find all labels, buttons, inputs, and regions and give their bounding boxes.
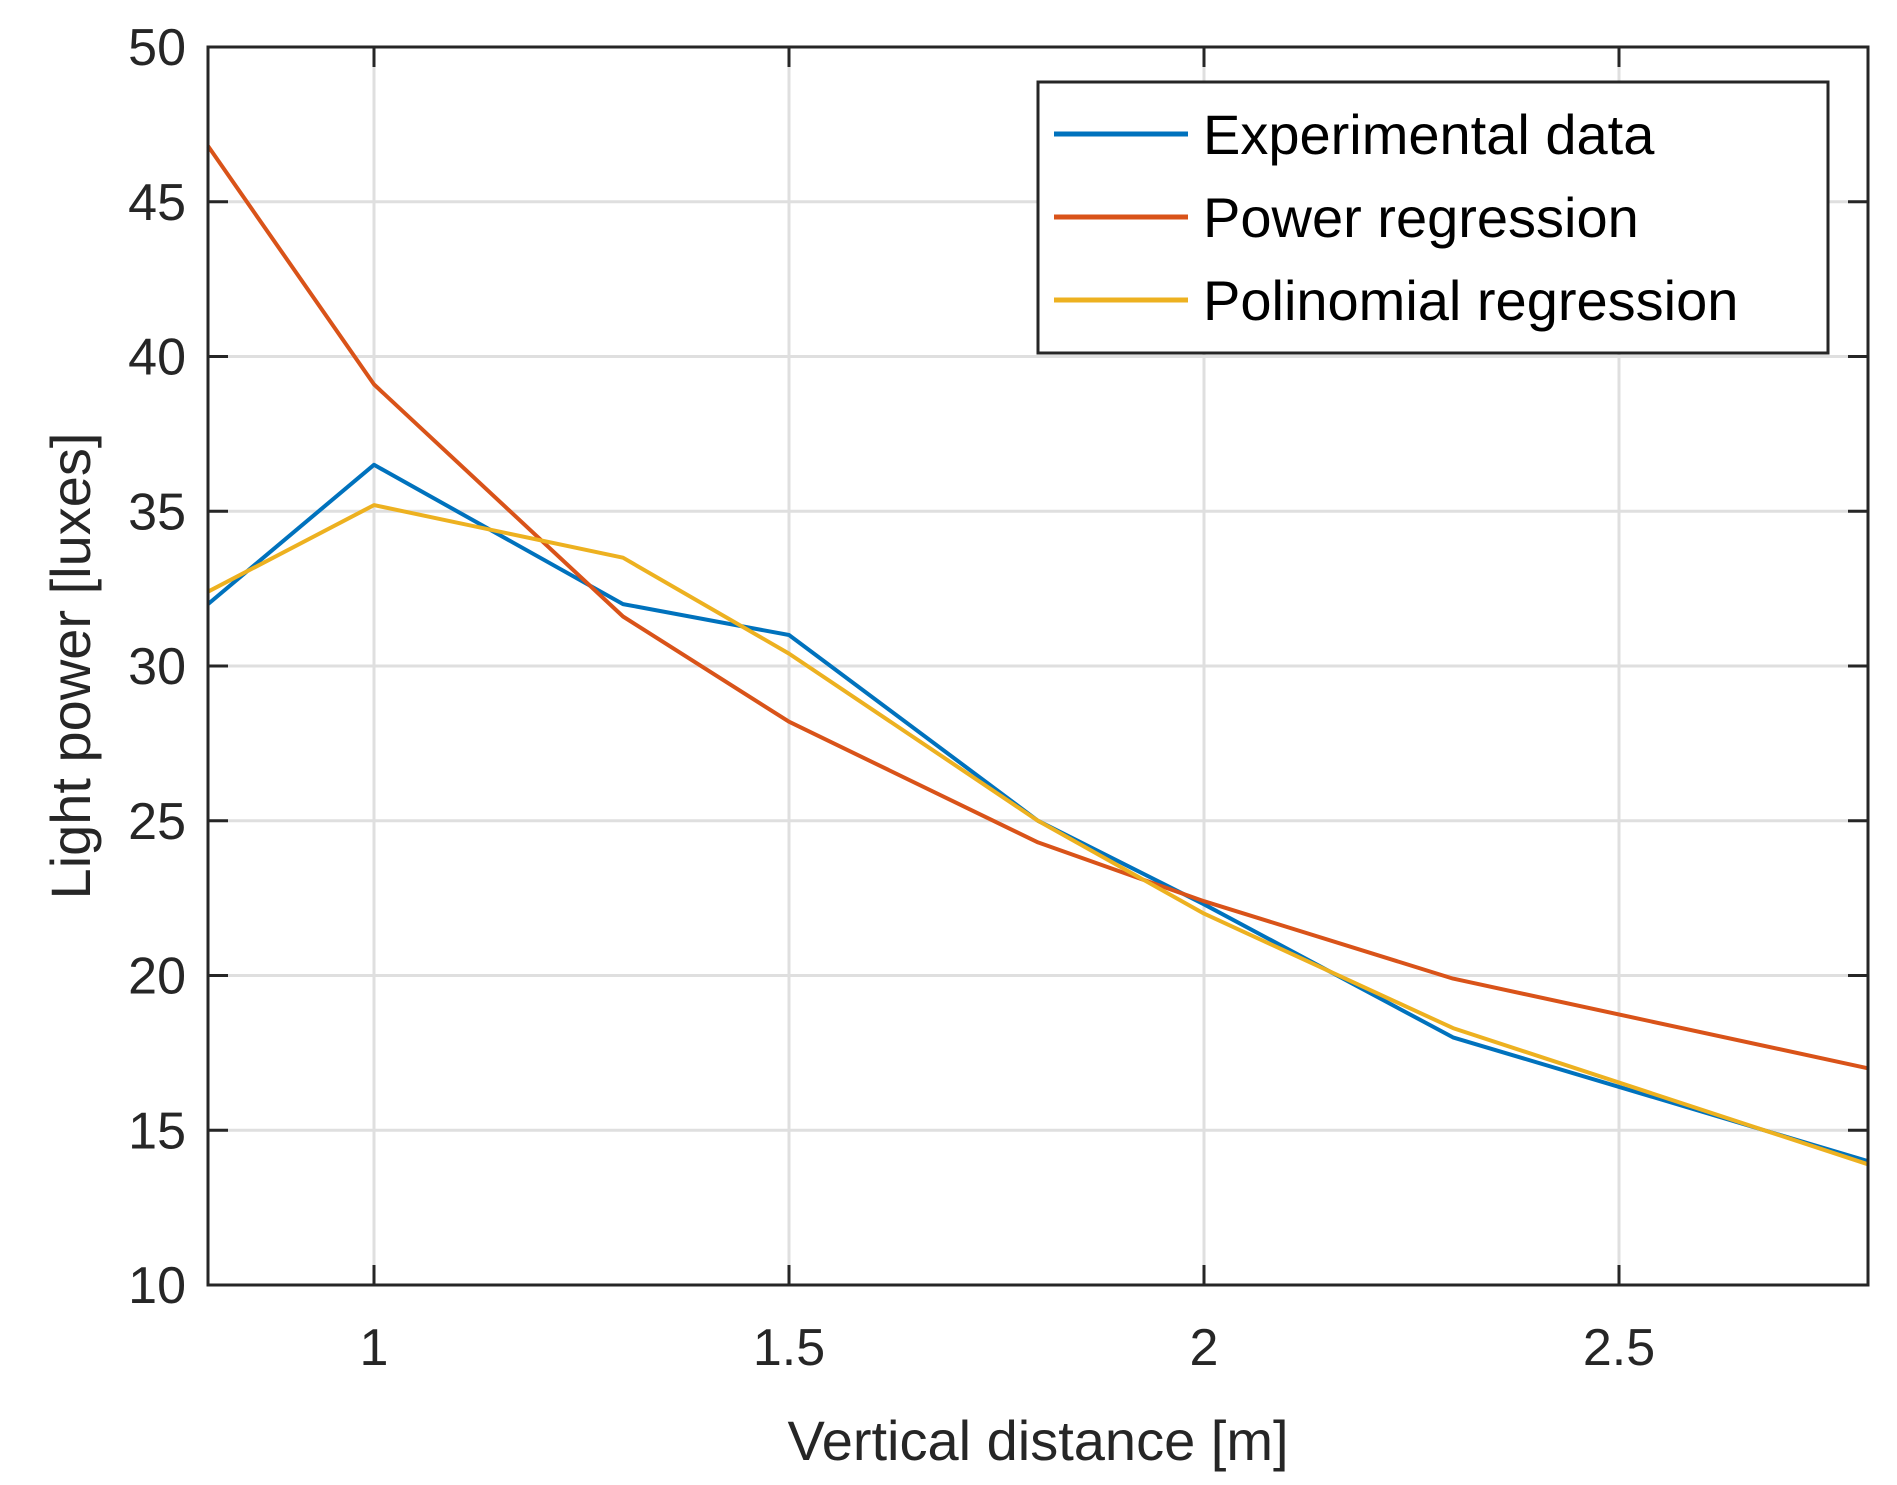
x-tick-labels: 1 1.5 2 2.5 xyxy=(360,1319,1656,1377)
tick-marks xyxy=(208,45,1868,1287)
legend-label: Power regression xyxy=(1203,186,1639,249)
legend-label: Polinomial regression xyxy=(1203,269,1738,332)
y-tick-label: 50 xyxy=(128,19,186,77)
y-tick-label: 45 xyxy=(128,174,186,232)
x-tick-label: 1 xyxy=(360,1319,389,1377)
legend-label: Experimental data xyxy=(1203,103,1655,166)
y-tick-label: 30 xyxy=(128,638,186,696)
y-axis-label: Light power [luxes] xyxy=(39,433,102,900)
x-axis-label: Vertical distance [m] xyxy=(787,1409,1288,1472)
x-tick-label: 2 xyxy=(1190,1319,1219,1377)
y-tick-labels: 10 15 20 25 30 35 40 45 50 xyxy=(128,19,186,1315)
legend: Experimental data Power regression Polinom… xyxy=(1036,80,1830,355)
series-line-power-regression xyxy=(206,144,1869,1071)
series-line-polinomial-regression xyxy=(207,503,1869,1167)
y-tick-label: 10 xyxy=(128,1257,186,1315)
y-tick-label: 20 xyxy=(128,948,186,1006)
y-tick-label: 25 xyxy=(128,793,186,851)
x-tick-label: 2.5 xyxy=(1583,1319,1655,1377)
y-tick-label: 35 xyxy=(128,483,186,541)
y-tick-label: 15 xyxy=(128,1102,186,1160)
y-tick-label: 40 xyxy=(128,329,186,387)
series-line-experimental-data xyxy=(206,462,1869,1164)
series-lines xyxy=(206,144,1869,1167)
x-tick-label: 1.5 xyxy=(753,1319,825,1377)
